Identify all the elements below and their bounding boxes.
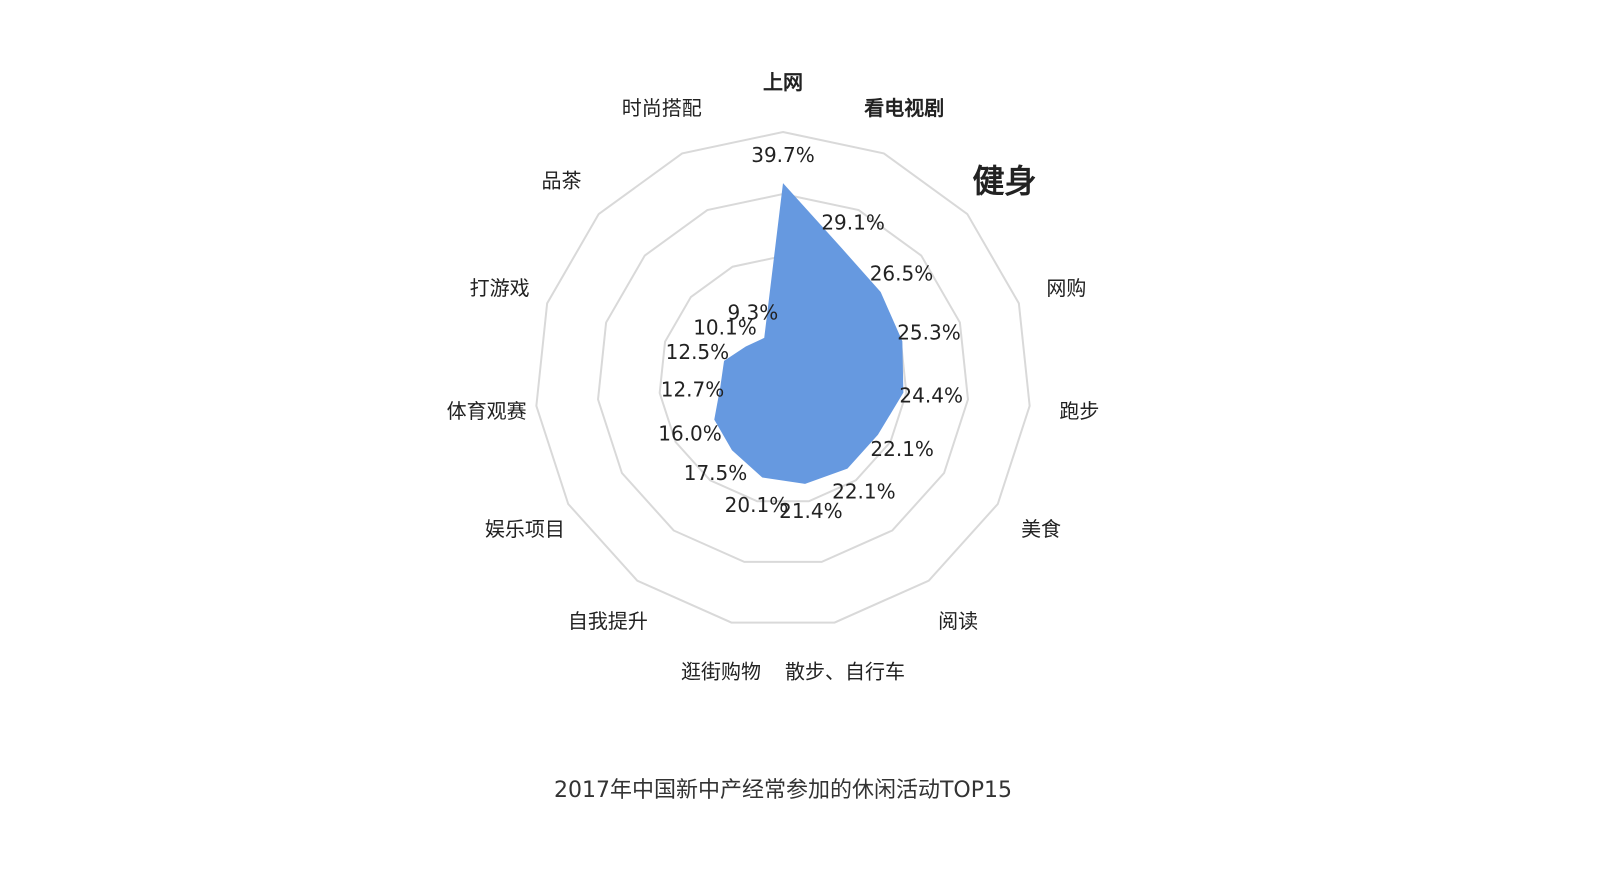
value-label: 20.1% (725, 493, 789, 517)
value-label: 12.5% (666, 340, 730, 364)
data-area (714, 183, 904, 484)
category-label: 美食 (1021, 517, 1061, 541)
value-label: 21.4% (779, 499, 843, 523)
category-label: 健身 (972, 162, 1036, 200)
category-label: 时尚搭配 (622, 96, 702, 120)
value-label: 10.1% (693, 316, 757, 340)
grid-ring-1 (597, 192, 969, 563)
category-label: 娱乐项目 (485, 517, 565, 541)
value-label: 12.7% (661, 378, 725, 402)
value-label: 22.1% (870, 437, 934, 461)
value-label: 24.4% (899, 384, 963, 408)
value-label: 25.3% (897, 321, 961, 345)
grid-ring-2 (535, 130, 1031, 624)
category-label: 网购 (1046, 276, 1086, 300)
chart-title: 2017年中国新中产经常参加的休闲活动TOP15 (553, 778, 1012, 803)
value-label: 29.1% (821, 211, 885, 235)
category-label: 逛街购物 (681, 659, 761, 683)
category-label: 打游戏 (470, 276, 530, 300)
value-label: 16.0% (658, 422, 722, 446)
value-label: 26.5% (870, 261, 934, 285)
category-label: 体育观赛 (447, 399, 527, 423)
value-label: 39.7% (751, 143, 815, 167)
category-label: 看电视剧 (864, 96, 944, 120)
category-label: 阅读 (938, 609, 978, 633)
value-label: 9.3% (727, 300, 778, 324)
value-label: 22.1% (832, 479, 896, 503)
category-label: 散步、自行车 (785, 659, 905, 683)
value-label: 17.5% (684, 461, 748, 485)
category-label: 跑步 (1059, 399, 1099, 423)
category-label: 上网 (763, 70, 803, 94)
category-label: 品茶 (542, 169, 582, 193)
category-label: 自我提升 (568, 609, 648, 633)
